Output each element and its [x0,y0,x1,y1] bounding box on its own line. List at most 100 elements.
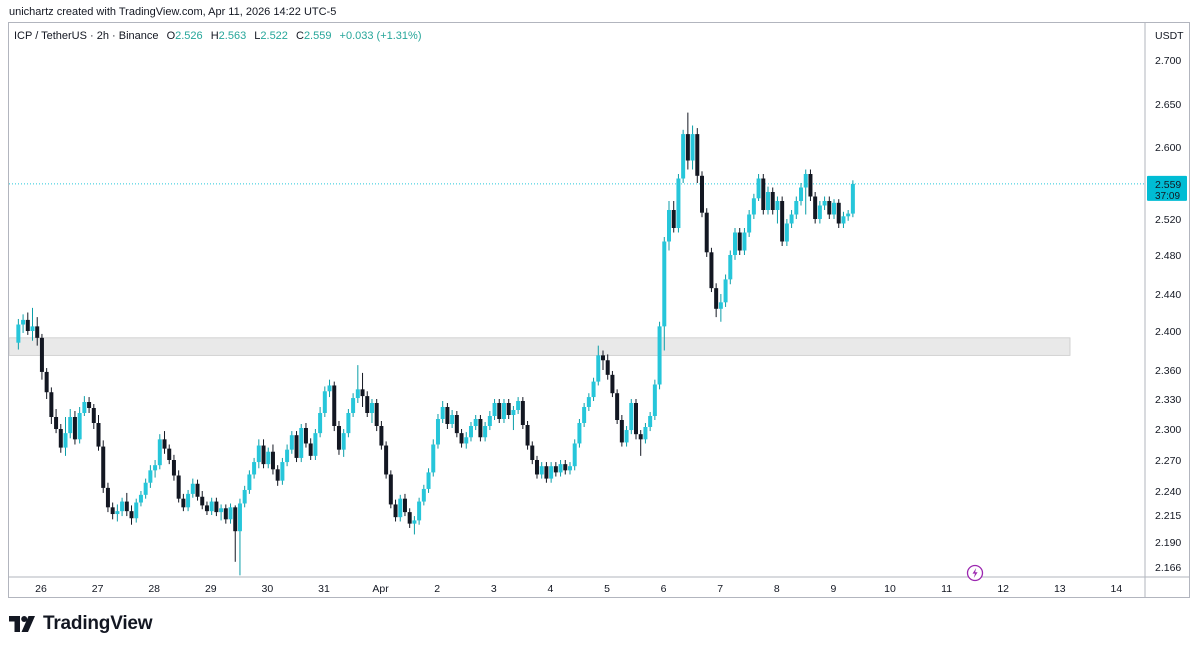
candle[interactable] [629,399,634,435]
candle[interactable] [534,455,539,479]
candle[interactable] [421,484,426,506]
candle[interactable] [633,399,638,440]
candle[interactable] [58,424,63,453]
candle[interactable] [784,219,789,246]
candle[interactable] [129,505,134,525]
candle[interactable] [204,501,209,515]
candle[interactable] [520,397,525,429]
candle[interactable] [648,412,653,432]
candle[interactable] [181,493,186,512]
candle[interactable] [120,497,125,517]
candle[interactable] [68,409,73,439]
candle[interactable] [440,401,445,423]
candle[interactable] [789,210,794,228]
candle[interactable] [384,441,389,479]
candle[interactable] [817,201,822,224]
candle[interactable] [846,210,851,221]
candle[interactable] [473,415,478,431]
candle[interactable] [492,399,497,420]
candle[interactable] [157,434,162,470]
candle[interactable] [341,429,346,457]
candle[interactable] [242,485,247,508]
candle[interactable] [214,497,219,517]
candle[interactable] [671,201,676,233]
candle[interactable] [153,460,158,478]
candle[interactable] [299,424,304,463]
candle[interactable] [733,228,738,260]
candle[interactable] [308,438,313,460]
candle[interactable] [813,192,818,224]
candle[interactable] [685,112,690,170]
candle[interactable] [464,432,469,449]
candle[interactable] [539,462,544,479]
candle[interactable] [398,494,403,522]
candle[interactable] [237,498,242,576]
tradingview-logo[interactable]: TradingView [9,612,153,636]
candle[interactable] [91,404,96,429]
candle[interactable] [209,497,214,515]
time-axis-bg[interactable] [9,577,1189,597]
candle[interactable] [313,429,318,460]
candle[interactable] [110,502,115,520]
candle[interactable] [600,350,605,371]
candle[interactable] [138,491,143,507]
candle[interactable] [252,457,257,479]
candle[interactable] [506,399,511,419]
candle[interactable] [256,439,261,469]
candle[interactable] [289,431,294,454]
candle[interactable] [478,415,483,442]
candle[interactable] [643,423,648,444]
candle[interactable] [25,312,30,335]
candle[interactable] [638,430,643,456]
candle[interactable] [327,379,332,398]
candle[interactable] [558,460,563,477]
candle[interactable] [459,429,464,448]
candle[interactable] [105,482,110,513]
candle[interactable] [747,210,752,237]
candle[interactable] [832,199,837,219]
candle[interactable] [468,422,473,442]
candle[interactable] [223,504,228,524]
candle[interactable] [610,370,615,398]
candle[interactable] [233,505,238,562]
candle[interactable] [355,365,360,403]
candle[interactable] [294,431,299,463]
candle[interactable] [322,386,327,417]
candle[interactable] [582,403,587,427]
candle[interactable] [72,411,77,445]
candle[interactable] [822,196,827,211]
candle[interactable] [836,199,841,228]
candle[interactable] [30,307,35,341]
support-zone[interactable] [9,337,1071,356]
candle[interactable] [450,410,455,428]
candle[interactable] [704,208,709,257]
candle[interactable] [666,201,671,251]
candle[interactable] [662,237,667,351]
candle[interactable] [82,396,87,416]
candle[interactable] [586,393,591,411]
candle[interactable] [657,321,662,390]
candle[interactable] [162,431,167,454]
candle[interactable] [318,407,323,438]
candle[interactable] [77,407,82,444]
candle[interactable] [549,462,554,483]
candle[interactable] [718,294,723,322]
candle[interactable] [766,186,771,215]
candle[interactable] [567,462,572,475]
candle[interactable] [728,250,733,285]
candle[interactable] [737,228,742,255]
candle[interactable] [87,397,92,413]
candle[interactable] [270,444,275,475]
candle[interactable] [49,387,54,424]
candle[interactable] [525,421,530,450]
candle[interactable] [336,421,341,455]
candle[interactable] [63,417,68,456]
candle[interactable] [676,174,681,233]
candle[interactable] [780,196,785,247]
candle[interactable] [742,228,747,255]
candle[interactable] [39,333,44,380]
candle[interactable] [483,422,488,442]
candle[interactable] [44,368,49,399]
candle[interactable] [176,470,181,503]
lightning-icon[interactable] [966,564,984,582]
